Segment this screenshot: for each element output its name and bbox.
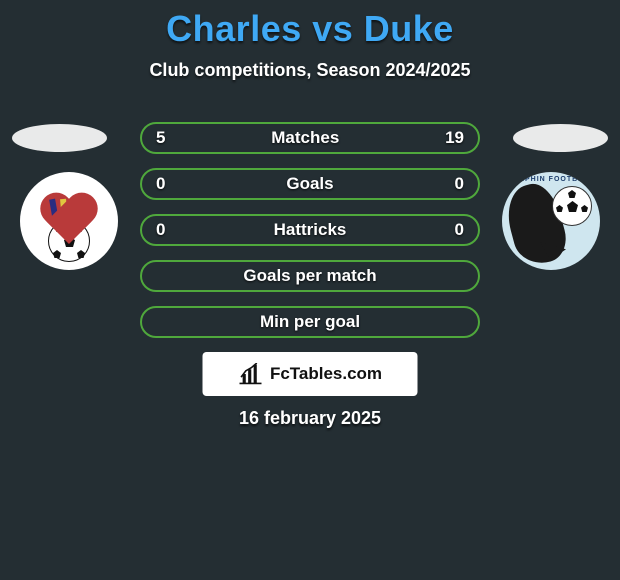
right-club-logo: DOLPHIN FOOTBALL (502, 172, 600, 270)
brand-badge[interactable]: FcTables.com (203, 352, 418, 396)
footer-date: 16 february 2025 (0, 408, 620, 429)
heart-icon (39, 194, 99, 248)
stat-row-goals: 0 Goals 0 (140, 168, 480, 200)
soccer-ball-icon (48, 220, 90, 262)
stat-label: Goals per match (156, 266, 464, 286)
right-shadow-ellipse (513, 124, 608, 152)
stat-label: Goals (165, 174, 454, 194)
subtitle: Club competitions, Season 2024/2025 (0, 60, 620, 81)
stat-right-value: 19 (445, 128, 464, 148)
stat-left-value: 5 (156, 128, 165, 148)
stat-label: Matches (165, 128, 445, 148)
stat-right-value: 0 (455, 174, 464, 194)
soccer-ball-icon (552, 186, 592, 226)
comparison-card: Charles vs Duke Club competitions, Seaso… (0, 0, 620, 580)
bar-chart-icon (238, 363, 264, 385)
left-club-logo (20, 172, 118, 270)
stat-row-goals-per-match: Goals per match (140, 260, 480, 292)
stat-row-min-per-goal: Min per goal (140, 306, 480, 338)
stat-label: Min per goal (156, 312, 464, 332)
brand-text: FcTables.com (270, 364, 382, 384)
stat-row-hattricks: 0 Hattricks 0 (140, 214, 480, 246)
stat-label: Hattricks (165, 220, 454, 240)
stats-list: 5 Matches 19 0 Goals 0 0 Hattricks 0 Goa… (140, 122, 480, 352)
page-title: Charles vs Duke (0, 0, 620, 50)
stat-left-value: 0 (156, 174, 165, 194)
right-logo-text: DOLPHIN FOOTBALL (502, 176, 600, 183)
left-shadow-ellipse (12, 124, 107, 152)
stat-row-matches: 5 Matches 19 (140, 122, 480, 154)
stat-left-value: 0 (156, 220, 165, 240)
stat-right-value: 0 (455, 220, 464, 240)
